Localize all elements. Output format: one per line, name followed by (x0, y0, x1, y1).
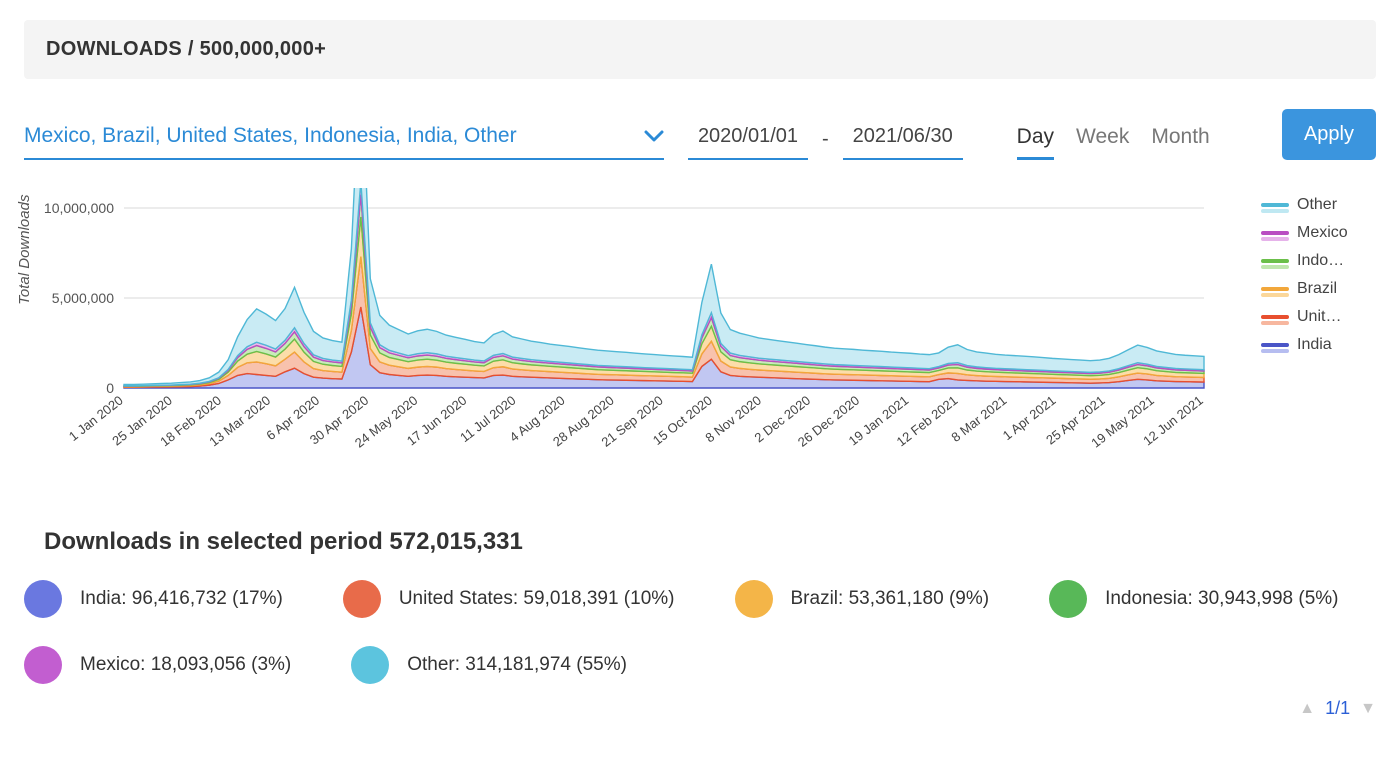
granularity-day[interactable]: Day (1017, 125, 1054, 160)
legend-item[interactable]: Brazil (1261, 280, 1376, 298)
stat-text: Other: 314,181,974 (55%) (407, 654, 627, 676)
header-bar: DOWNLOADS / 500,000,000+ (24, 20, 1376, 79)
date-range: - (688, 119, 963, 160)
svg-text:0: 0 (106, 380, 114, 396)
stat-text: United States: 59,018,391 (10%) (399, 588, 675, 610)
stat-dot (343, 580, 381, 618)
stat-dot (1049, 580, 1087, 618)
date-from-input[interactable] (688, 119, 808, 160)
granularity-toggle: Day Week Month (1017, 125, 1210, 160)
summary-stat: Other: 314,181,974 (55%) (351, 646, 627, 684)
date-separator: - (822, 128, 829, 151)
chevron-down-icon (644, 124, 664, 148)
svg-text:10,000,000: 10,000,000 (44, 200, 114, 216)
summary-stat: United States: 59,018,391 (10%) (343, 580, 675, 618)
granularity-month[interactable]: Month (1151, 125, 1209, 160)
pager: ▲ 1/1 ▼ (24, 698, 1376, 719)
country-filter-dropdown[interactable]: Mexico, Brazil, United States, Indonesia… (24, 118, 664, 160)
stat-dot (24, 580, 62, 618)
stat-text: Mexico: 18,093,056 (3%) (80, 654, 291, 676)
legend-swatch (1261, 287, 1289, 291)
svg-text:5,000,000: 5,000,000 (52, 290, 114, 306)
legend-swatch (1261, 231, 1289, 235)
legend-swatch (1261, 343, 1289, 347)
stat-dot (351, 646, 389, 684)
pager-prev-icon[interactable]: ▲ (1299, 700, 1315, 718)
chart-legend: Other Mexico Indo… Brazil Unit… India (1261, 188, 1376, 488)
summary-title: Downloads in selected period 572,015,331 (44, 528, 1376, 556)
summary-stat: India: 96,416,732 (17%) (24, 580, 283, 618)
legend-swatch (1261, 203, 1289, 207)
legend-item[interactable]: Unit… (1261, 308, 1376, 326)
stat-text: Brazil: 53,361,180 (9%) (791, 588, 990, 610)
chart-zone: Total Downloads 05,000,00010,000,0001 Ja… (24, 188, 1376, 488)
page-title: DOWNLOADS / 500,000,000+ (46, 38, 1354, 61)
country-filter-text: Mexico, Brazil, United States, Indonesia… (24, 124, 517, 148)
apply-button[interactable]: Apply (1282, 109, 1376, 160)
legend-item[interactable]: Mexico (1261, 224, 1376, 242)
legend-label: Unit… (1297, 308, 1341, 326)
legend-swatch (1261, 259, 1289, 263)
summary-stat: Mexico: 18,093,056 (3%) (24, 646, 291, 684)
stat-text: Indonesia: 30,943,998 (5%) (1105, 588, 1338, 610)
legend-label: India (1297, 336, 1332, 354)
y-axis-label: Total Downloads (16, 195, 33, 305)
summary-stat: Indonesia: 30,943,998 (5%) (1049, 580, 1338, 618)
legend-label: Brazil (1297, 280, 1337, 298)
stat-text: India: 96,416,732 (17%) (80, 588, 283, 610)
pager-next-icon[interactable]: ▼ (1360, 700, 1376, 718)
legend-item[interactable]: Other (1261, 196, 1376, 214)
legend-label: Mexico (1297, 224, 1348, 242)
legend-label: Indo… (1297, 252, 1344, 270)
summary-stat: Brazil: 53,361,180 (9%) (735, 580, 990, 618)
summary-stats: India: 96,416,732 (17%) United States: 59… (24, 580, 1376, 684)
filter-controls: Mexico, Brazil, United States, Indonesia… (24, 109, 1376, 160)
stat-dot (24, 646, 62, 684)
stat-dot (735, 580, 773, 618)
legend-item[interactable]: Indo… (1261, 252, 1376, 270)
legend-item[interactable]: India (1261, 336, 1376, 354)
svg-text:8 Mar 2021: 8 Mar 2021 (948, 393, 1009, 445)
legend-swatch (1261, 315, 1289, 319)
date-to-input[interactable] (843, 119, 963, 160)
granularity-week[interactable]: Week (1076, 125, 1129, 160)
pager-page: 1/1 (1325, 698, 1350, 719)
legend-label: Other (1297, 196, 1337, 214)
downloads-area-chart: 05,000,00010,000,0001 Jan 202025 Jan 202… (24, 188, 1224, 488)
